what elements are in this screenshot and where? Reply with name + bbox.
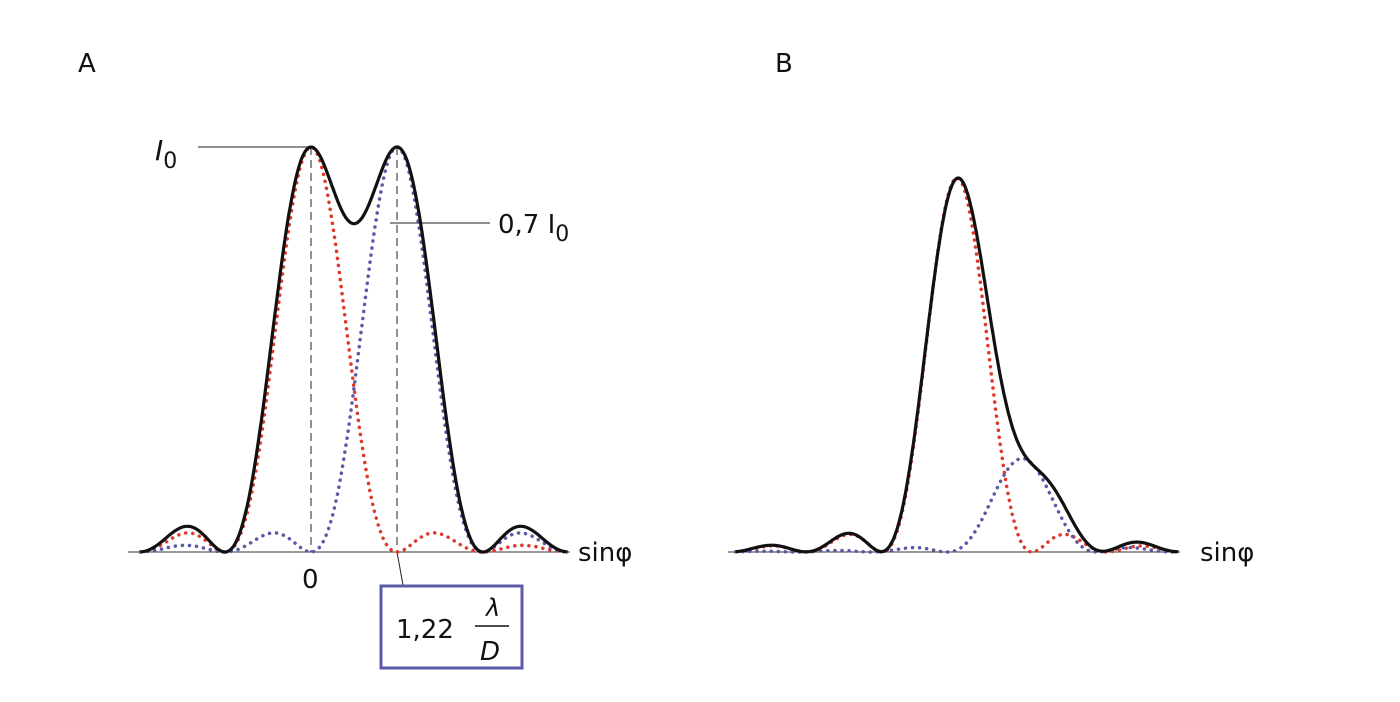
source-2-curve bbox=[733, 456, 1181, 554]
separation-box: 1,22 λ D bbox=[379, 584, 524, 670]
panel-b: B sinφ bbox=[728, 49, 1254, 568]
panel-b-label: B bbox=[775, 49, 793, 79]
separation-coef: 1,22 bbox=[396, 615, 454, 645]
separation-denominator: D bbox=[480, 637, 500, 667]
panel-a-label: A bbox=[78, 49, 96, 79]
panel-b-axis-label: sinφ bbox=[1200, 538, 1254, 568]
sum-curve bbox=[140, 145, 568, 554]
box-leader-line bbox=[396, 551, 404, 586]
source-1-curve bbox=[733, 176, 1181, 554]
panel-a-axis-label: sinφ bbox=[578, 538, 632, 568]
origin-label: 0 bbox=[302, 565, 319, 595]
peak-label: I0 bbox=[155, 134, 177, 174]
source-2-curve bbox=[138, 145, 570, 554]
dip-label: 0,7 I0 bbox=[498, 210, 569, 247]
sum-curve bbox=[735, 176, 1179, 554]
separation-numerator: λ bbox=[484, 594, 500, 622]
panel-a: A I0 0,7 I0 0 sinφ 1,22 λ D bbox=[78, 49, 632, 670]
source-1-curve bbox=[138, 145, 570, 554]
